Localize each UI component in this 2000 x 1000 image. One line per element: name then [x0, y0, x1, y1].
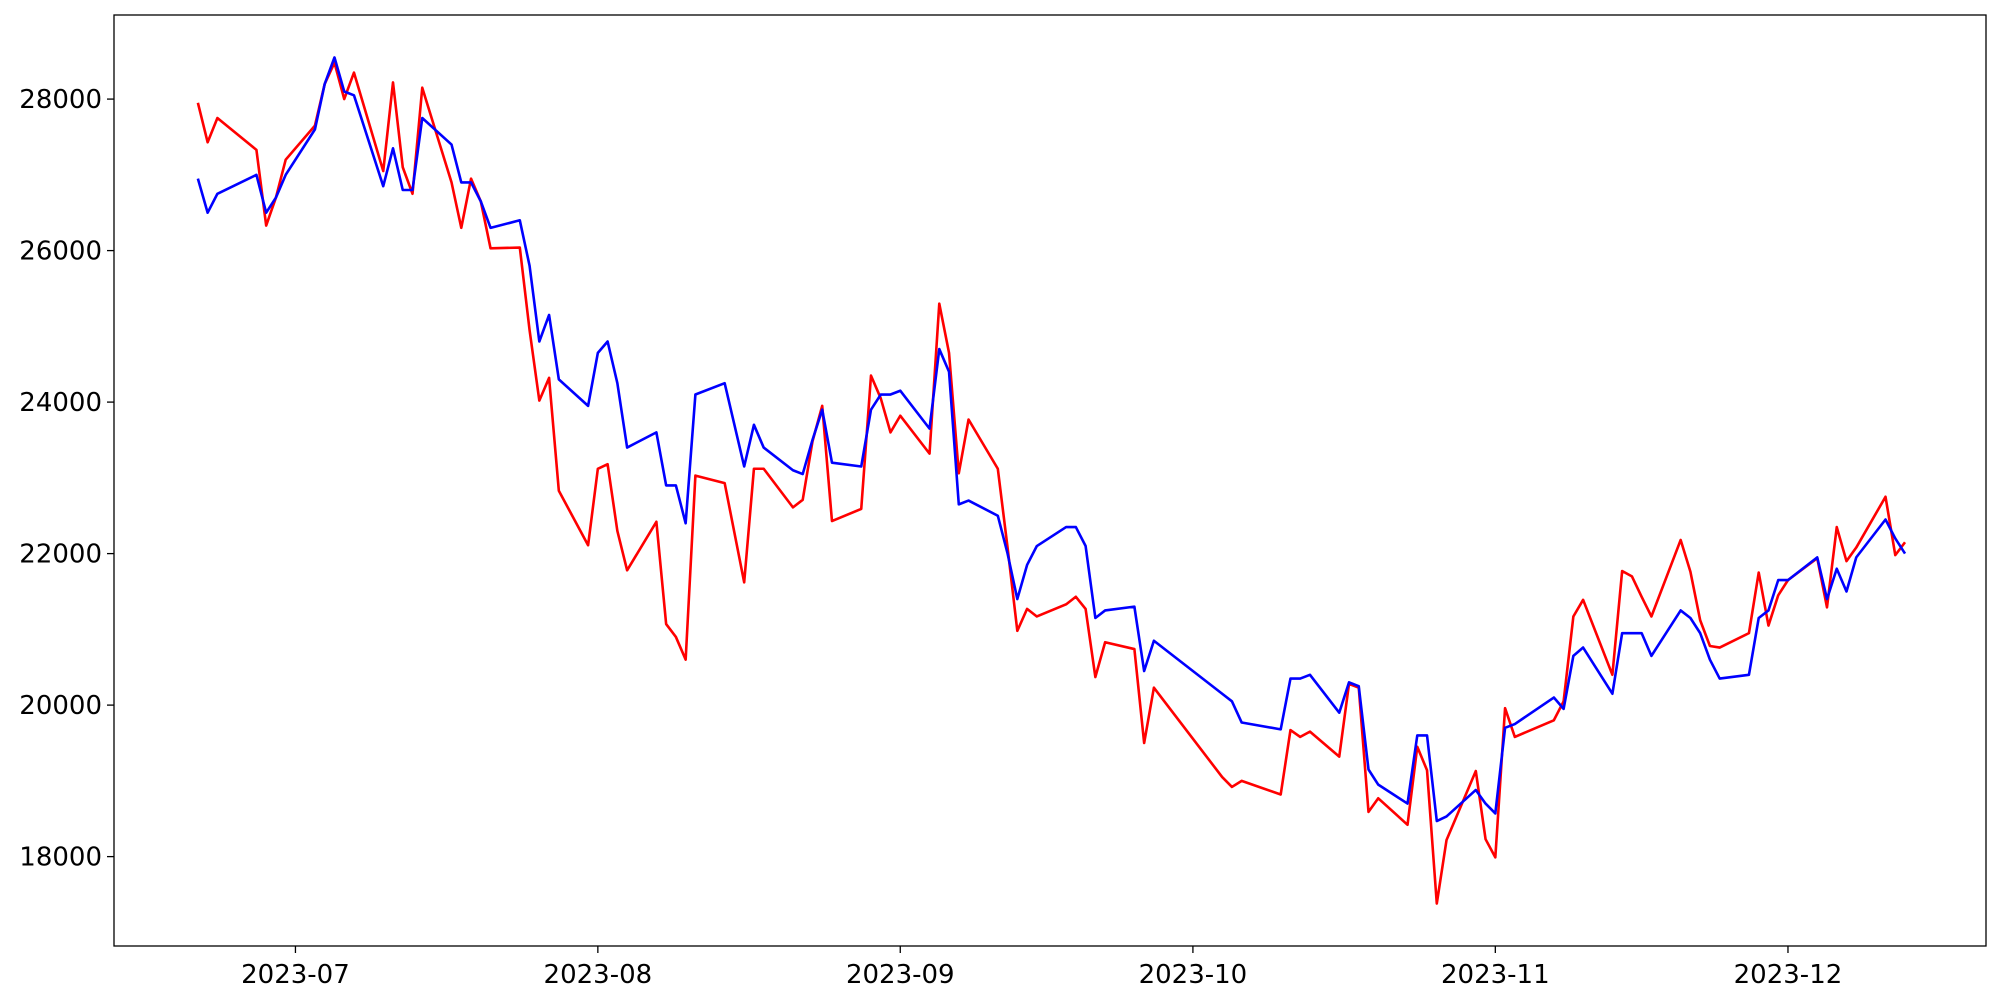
x-tick-label: 2023-12 — [1734, 960, 1843, 990]
y-tick-label: 20000 — [19, 691, 102, 721]
series-line — [196, 56, 1907, 823]
x-tick-label: 2023-07 — [241, 960, 350, 990]
y-tick-label: 28000 — [19, 85, 102, 115]
x-tick-label: 2023-10 — [1139, 960, 1248, 990]
y-tick-label: 26000 — [19, 237, 102, 267]
x-tick-label: 2023-11 — [1441, 960, 1550, 990]
x-tick-label: 2023-09 — [846, 960, 955, 990]
y-tick-label: 18000 — [19, 843, 102, 873]
y-tick-label: 22000 — [19, 540, 102, 570]
y-tick-label: 24000 — [19, 388, 102, 418]
x-tick-label: 2023-08 — [544, 960, 653, 990]
series-line — [196, 61, 1907, 905]
plot-frame — [113, 14, 1987, 947]
